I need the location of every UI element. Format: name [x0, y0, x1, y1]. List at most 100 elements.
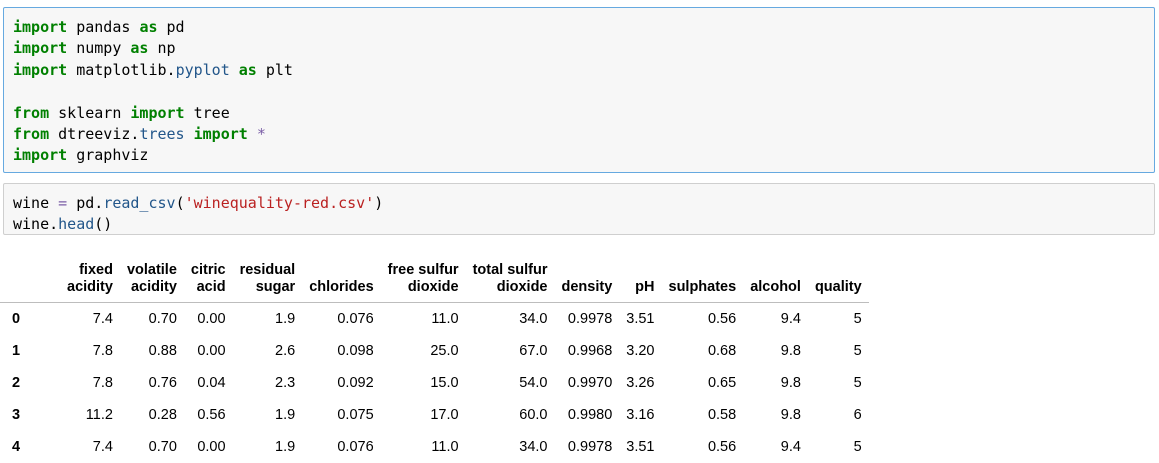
- column-header-label: free sulfur: [387, 262, 459, 278]
- table-cell: 0.28: [148, 407, 177, 423]
- code-token: as: [139, 18, 158, 36]
- code-token: import: [13, 18, 68, 36]
- code-line[interactable]: [13, 81, 1154, 102]
- code-token: import: [13, 60, 68, 79]
- column-header: residual sugar: [232, 247, 303, 303]
- column-header: alcohol: [743, 247, 808, 303]
- table-cell: 5: [853, 343, 862, 359]
- index-header: [0, 247, 60, 303]
- code-cell-read-csv[interactable]: wine = pd.read_csv('winequality-red.csv'…: [3, 183, 1155, 235]
- table-cell: 9.8: [780, 407, 801, 423]
- code-token: graphviz: [67, 146, 149, 165]
- table-cell: 0.075: [337, 407, 374, 423]
- column-header-label: density: [561, 279, 613, 295]
- table-cell: 0.70: [148, 439, 177, 455]
- column-header-label: sulphates: [668, 279, 737, 295]
- column-header: chlorides: [302, 247, 381, 303]
- code-token: [230, 61, 239, 79]
- column-header: total sulfur dioxide: [465, 247, 555, 303]
- table-cell: 34.0: [519, 439, 548, 455]
- column-header-label: citric: [190, 262, 226, 278]
- code-token: import: [193, 124, 248, 143]
- column-header: pH: [619, 247, 662, 303]
- code-token: (): [94, 215, 113, 234]
- code-token: np: [148, 39, 176, 58]
- code-token: matplotlib.: [67, 60, 176, 79]
- code-line[interactable]: from dtreeviz.trees import *: [13, 124, 1154, 145]
- table-cell: 3.51: [626, 311, 655, 327]
- row-index: 4: [12, 439, 21, 455]
- table-cell: 0.88: [148, 343, 177, 359]
- code-token: ): [374, 194, 384, 212]
- dataframe-header-row: fixed acidity volatile acidity citric acid res…: [0, 247, 869, 303]
- code-line[interactable]: import graphviz: [13, 145, 1154, 166]
- column-header: volatile acidity: [119, 247, 184, 303]
- code-token: pd: [157, 18, 185, 36]
- code-token: sklearn: [49, 103, 131, 122]
- column-header-label: residual: [239, 262, 296, 278]
- column-header: quality: [807, 247, 869, 303]
- code-token: read_csv: [103, 194, 176, 212]
- table-cell: 1.9: [275, 439, 296, 455]
- table-cell: 0.56: [197, 407, 226, 423]
- code-line[interactable]: import numpy as np: [13, 38, 1154, 59]
- code-editor[interactable]: wine = pd.read_csv('winequality-red.csv'…: [13, 193, 1154, 236]
- row-index: 1: [12, 343, 21, 359]
- table-cell: 0.00: [197, 343, 226, 359]
- table-cell: 0.092: [337, 375, 374, 391]
- code-token: plt: [256, 60, 293, 79]
- column-header-label: fixed: [79, 262, 113, 278]
- code-token: 'winequality-red.csv': [184, 194, 375, 212]
- code-token: import: [130, 103, 185, 122]
- table-cell: 0.65: [707, 375, 737, 391]
- column-header-label: quality: [814, 279, 862, 295]
- code-line[interactable]: from sklearn import tree: [13, 103, 1154, 124]
- code-token: dtreeviz.: [49, 124, 140, 143]
- table-cell: 34.0: [519, 311, 548, 327]
- column-header: free sulfur dioxide: [380, 247, 466, 303]
- code-token: from: [13, 124, 50, 143]
- table-cell: 0.56: [707, 439, 737, 455]
- column-header-label: dioxide: [496, 279, 548, 295]
- table-cell: 0.076: [337, 311, 374, 327]
- column-header-label: pH: [635, 279, 655, 295]
- table-cell: 2.6: [275, 343, 296, 359]
- dataframe-body: 0 7.4 0.70 0.00 1.9 0.076 11.0 34.0 0.9978 3.51 0.…: [0, 303, 869, 463]
- table-cell: 0.00: [197, 439, 226, 455]
- code-token: =: [58, 194, 68, 212]
- table-cell: 3.26: [626, 375, 655, 391]
- row-index: 0: [12, 311, 21, 327]
- table-cell: 0.9968: [567, 343, 613, 359]
- table-cell: 1.9: [275, 407, 296, 423]
- code-cell-imports[interactable]: import pandas as pd import numpy as np imp…: [3, 7, 1155, 173]
- code-token: numpy: [67, 39, 131, 58]
- table-cell: 3.51: [626, 439, 655, 455]
- table-row: 4 7.4 0.70 0.00 1.9 0.076 11.0 34.0 0.9978 3.51 0.…: [0, 431, 869, 463]
- column-header: citric acid: [183, 247, 233, 303]
- table-cell: 0.098: [337, 343, 374, 359]
- table-cell: 9.4: [780, 311, 801, 327]
- table-cell: 15.0: [430, 375, 459, 391]
- column-header-label: dioxide: [407, 279, 459, 295]
- column-header-label: alcohol: [750, 279, 801, 295]
- table-cell: 5: [853, 311, 862, 327]
- table-cell: 54.0: [519, 375, 548, 391]
- column-header-label: total sulfur: [472, 262, 548, 278]
- code-token: import: [13, 39, 68, 58]
- code-token: trees: [139, 124, 185, 143]
- column-header-label: volatile: [126, 262, 177, 278]
- table-row: 0 7.4 0.70 0.00 1.9 0.076 11.0 34.0 0.9978 3.51 0.…: [0, 303, 869, 336]
- table-row: 2 7.8 0.76 0.04 2.3 0.092 15.0 54.0 0.9970 3.26 0.…: [0, 367, 869, 399]
- row-index: 2: [12, 375, 21, 391]
- code-line[interactable]: import matplotlib.pyplot as plt: [13, 60, 1154, 81]
- code-line[interactable]: import pandas as pd: [13, 17, 1154, 38]
- code-editor[interactable]: import pandas as pd import numpy as np imp…: [13, 17, 1154, 167]
- code-line[interactable]: wine = pd.read_csv('winequality-red.csv'…: [13, 193, 1154, 214]
- code-token: [248, 125, 257, 143]
- table-cell: 3.20: [626, 343, 655, 359]
- table-row: 1 7.8 0.88 0.00 2.6 0.098 25.0 67.0 0.9968 3.20 0.…: [0, 335, 869, 367]
- table-cell: 9.8: [780, 343, 801, 359]
- table-cell: 0.9978: [567, 311, 613, 327]
- code-token: as: [238, 60, 257, 79]
- code-line[interactable]: wine.head(): [13, 214, 1154, 235]
